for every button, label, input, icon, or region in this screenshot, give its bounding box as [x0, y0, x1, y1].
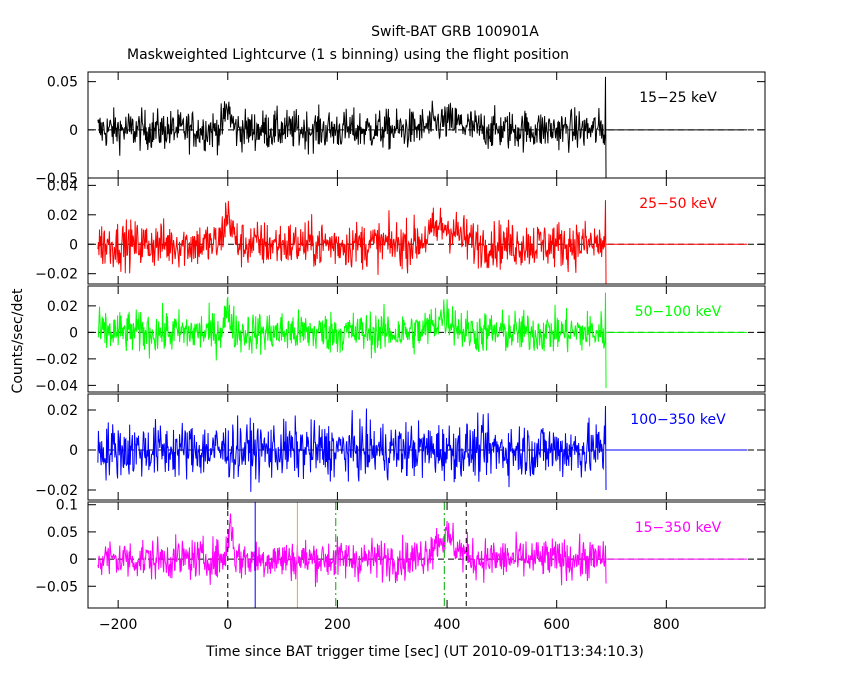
y-tick-label: −0.02: [35, 483, 78, 499]
series-line: [97, 405, 607, 492]
y-tick-label: 0.1: [56, 498, 78, 514]
x-axis-label: Time since BAT trigger time [sec] (UT 20…: [205, 644, 644, 660]
y-tick-label: −0.02: [35, 352, 78, 368]
chart-title: Swift-BAT GRB 100901A: [371, 24, 539, 40]
x-tick-label: −200: [99, 617, 137, 633]
y-tick-label: 0: [69, 325, 78, 341]
panel-2: 0.04 0.02 0 −0.02 25−50 keV: [35, 177, 766, 285]
series-line: [97, 200, 607, 284]
panel-frame: [87, 501, 766, 609]
y-tick-label: 0.05: [47, 525, 78, 541]
y-tick-label: 0: [69, 552, 78, 568]
series-line: [97, 76, 607, 178]
y-tick-label: 0: [69, 123, 78, 139]
y-tick-label: 0.02: [47, 208, 78, 224]
panels-group: 0.05 0 −0.05 15−25 keV 0.04 0.02 0 −0.02 25−50 k…: [35, 71, 766, 609]
y-tick-label: 0.02: [47, 403, 78, 419]
y-axis-label: Counts/sec/det: [10, 288, 26, 393]
panel-energy-label: 25−50 keV: [639, 196, 717, 212]
panel-frame: [87, 285, 766, 393]
y-tick-label: 0.02: [47, 299, 78, 315]
panel-frame: [87, 393, 766, 501]
y-tick-label: 0.05: [47, 75, 78, 91]
y-tick-label: −0.05: [35, 171, 78, 187]
panel-5: 0.1 0.05 0 −0.05 15−350 keV: [35, 498, 766, 609]
panel-energy-label: 15−350 keV: [635, 520, 722, 536]
panel-energy-label: 50−100 keV: [635, 304, 722, 320]
x-tick-label: 800: [653, 617, 680, 633]
chart-subtitle: Maskweighted Lightcurve (1 s binning) us…: [127, 47, 569, 63]
y-tick-label: 0: [69, 237, 78, 253]
y-tick-label: 0.04: [47, 178, 78, 194]
series-line: [97, 292, 607, 389]
series-line: [97, 513, 607, 587]
panel-3: 0.02 0 −0.02 −0.04 50−100 keV: [35, 285, 766, 394]
x-tick-label: 200: [324, 617, 351, 633]
x-tick-label: 400: [434, 617, 461, 633]
panel-frame: [87, 177, 766, 285]
y-tick-label: 0: [69, 443, 78, 459]
y-tick-label: −0.04: [35, 378, 78, 394]
x-axis: −200 0 200 400 600 800: [99, 617, 680, 633]
x-tick-label: 600: [543, 617, 570, 633]
panel-energy-label: 15−25 keV: [639, 90, 717, 106]
y-tick-label: −0.05: [35, 579, 78, 595]
x-tick-label: 0: [223, 617, 232, 633]
panel-energy-label: 100−350 keV: [630, 412, 726, 428]
panel-1: 0.05 0 −0.05 15−25 keV: [35, 71, 766, 187]
y-tick-label: −0.02: [35, 267, 78, 283]
panel-4: 0.02 0 −0.02 100−350 keV: [35, 393, 766, 501]
